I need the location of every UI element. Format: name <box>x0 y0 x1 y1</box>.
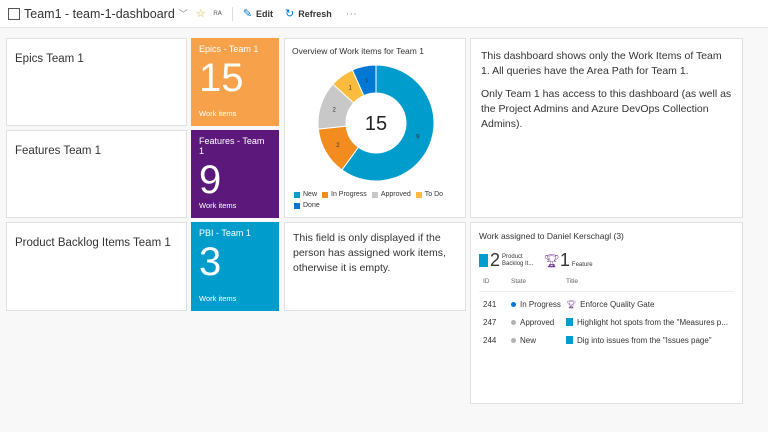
chart-legend: New In Progress Approved To Do Done <box>294 189 464 211</box>
state-dot <box>511 301 516 307</box>
donut-chart: 9 2 2 1 1 15 <box>317 64 435 182</box>
state-dot <box>511 337 516 343</box>
work-item-title-link[interactable]: Dig into issues from the "Issues page" <box>577 335 712 345</box>
table-row[interactable]: 241 In Progress 🏆︎ Enforce Quality Gate <box>483 299 655 309</box>
state-cell: In Progress <box>511 300 566 309</box>
edit-button[interactable]: ✎ Edit <box>242 8 274 20</box>
trophy-icon: 🏆︎ <box>543 252 560 268</box>
note-tile: This field is only displayed if the pers… <box>284 222 466 311</box>
assigned-work-tile: Work assigned to Daniel Kerschagl (3) 2 … <box>470 222 743 404</box>
pbi-summary-label: Product Backlog It... <box>502 253 534 267</box>
slice-label: 2 <box>332 107 336 113</box>
table-row[interactable]: 247 Approved Highlight hot spots from the … <box>483 317 728 327</box>
pbi-icon <box>566 336 573 344</box>
legend-item[interactable]: Done <box>294 201 320 211</box>
table-row[interactable]: 244 New Dig into issues from the "Issues p… <box>483 335 712 345</box>
work-item-title-link[interactable]: Highlight hot spots from the "Measures p… <box>577 317 728 327</box>
more-button[interactable]: ··· <box>345 7 357 20</box>
chart-tile: Overview of Work items for Team 1 9 2 2 1 1 1… <box>284 38 466 218</box>
legend-item[interactable]: To Do <box>415 190 443 200</box>
donut-total: 15 <box>365 113 387 135</box>
dashboard-header: Team1 - team-1-dashboard ﹀ ☆ ᴿᴬ ✎ Edit ↻ R… <box>0 0 768 28</box>
epics-tile: Epics Team 1 <box>6 38 187 126</box>
assigned-work-title: Work assigned to Daniel Kerschagl (3) <box>479 231 624 241</box>
legend-item[interactable]: Approved <box>371 190 411 200</box>
slice-label: 9 <box>416 135 420 141</box>
dashboard-title[interactable]: Team1 - team-1-dashboard <box>24 6 175 21</box>
pencil-icon: ✎ <box>242 8 253 20</box>
features-count-tile[interactable]: Features - Team 1 9 Work items <box>191 130 279 218</box>
state-cell: New <box>511 336 566 345</box>
chart-title: Overview of Work items for Team 1 <box>292 46 424 56</box>
legend-swatch <box>294 192 300 198</box>
table-header: ID State Title <box>479 271 734 292</box>
slice-label: 1 <box>365 78 369 84</box>
slice-label: 2 <box>336 143 340 149</box>
slice-label: 1 <box>348 85 352 91</box>
state-cell: Approved <box>511 318 566 327</box>
donut-slice-new[interactable] <box>341 64 435 182</box>
favorite-star-icon[interactable]: ☆ <box>195 8 206 20</box>
trophy-icon: 🏆︎ <box>566 299 577 309</box>
legend-swatch <box>322 192 329 198</box>
pbis-tile: Product Backlog Items Team 1 <box>6 222 187 311</box>
legend-item[interactable]: New <box>294 190 317 200</box>
legend-item[interactable]: In Progress <box>322 190 367 200</box>
team-members-icon[interactable]: ᴿᴬ <box>213 8 222 19</box>
pbi-count-tile[interactable]: PBI - Team 1 3 Work items <box>191 222 279 311</box>
chevron-down-icon[interactable]: ﹀ <box>178 9 188 19</box>
info-tile: This dashboard shows only the Work Items… <box>470 38 743 218</box>
dashboard-icon <box>8 7 20 20</box>
epics-count-tile[interactable]: Epics - Team 1 15 Work items <box>191 38 279 126</box>
refresh-button[interactable]: ↻ Refresh <box>285 8 332 20</box>
pbi-icon <box>479 254 488 267</box>
work-item-title-link[interactable]: Enforce Quality Gate <box>580 299 655 309</box>
pbi-icon <box>566 318 573 326</box>
refresh-icon: ↻ <box>285 8 295 20</box>
legend-swatch <box>294 203 300 209</box>
work-summary: 2 Product Backlog It... 🏆︎ 1 Feature <box>479 250 734 271</box>
state-dot <box>511 319 516 325</box>
legend-swatch <box>415 192 422 198</box>
divider <box>231 6 233 21</box>
donut-slice-done[interactable] <box>351 64 377 97</box>
features-tile: Features Team 1 <box>6 130 187 218</box>
legend-swatch <box>371 192 378 198</box>
